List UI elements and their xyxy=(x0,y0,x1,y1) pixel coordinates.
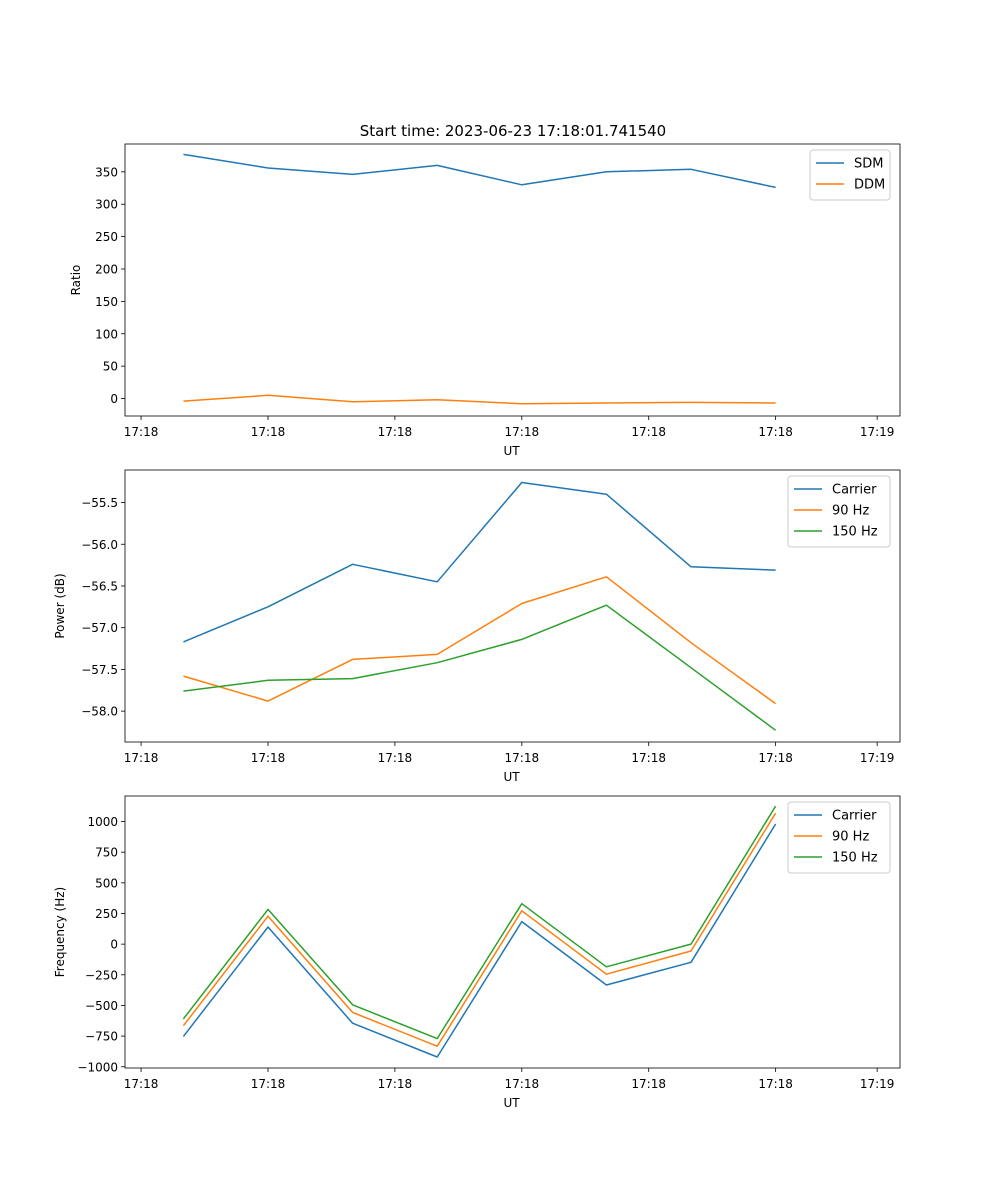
y-tick-label: 150 xyxy=(95,295,118,309)
y-tick-label: −56.5 xyxy=(81,579,118,593)
axes-frame xyxy=(124,143,901,417)
legend: Carrier 90 Hz 150 Hz xyxy=(787,475,891,548)
y-axis-label: Power (dB) xyxy=(53,573,67,638)
x-tick-label: 17:18 xyxy=(631,1077,666,1091)
y-tick-label: 1000 xyxy=(87,815,118,829)
x-tick-label: 17:18 xyxy=(124,425,159,439)
x-tick-label: 17:18 xyxy=(378,425,413,439)
y-tick-label: −56.0 xyxy=(81,538,118,552)
y-tick-label: −750 xyxy=(85,1030,118,1044)
x-tick-label: 17:18 xyxy=(631,751,666,765)
x-tick-label: 17:18 xyxy=(378,751,413,765)
x-tick-label: 17:18 xyxy=(251,425,286,439)
x-tick-label: 17:18 xyxy=(505,1077,540,1091)
x-tick-label: 17:19 xyxy=(860,1077,895,1091)
x-tick-label: 17:18 xyxy=(124,1077,159,1091)
y-tick-label: 250 xyxy=(95,230,118,244)
series-line-150-hz xyxy=(183,604,777,731)
x-tick-label: 17:18 xyxy=(758,1077,793,1091)
y-tick-label: 0 xyxy=(110,392,118,406)
y-tick-label: 500 xyxy=(95,876,118,890)
x-tick-label: 17:18 xyxy=(505,751,540,765)
x-axis-label: UT xyxy=(503,770,520,784)
legend-box xyxy=(787,801,891,874)
chart-panel-2: 17:18 17:18 17:18 17:18 17:18 17:18 17:19 −58.0… xyxy=(53,469,901,784)
chart-panel-3: 17:18 17:18 17:18 17:18 17:18 17:18 17:19 −1000… xyxy=(53,795,901,1110)
x-tick-label: 17:19 xyxy=(860,751,895,765)
x-tick-label: 17:19 xyxy=(860,425,895,439)
legend-label: DDM xyxy=(854,178,885,193)
x-axis-label: UT xyxy=(503,1096,520,1110)
y-tick-label: −57.5 xyxy=(81,663,118,677)
y-tick-label: 300 xyxy=(95,198,118,212)
axes-frame xyxy=(124,469,901,743)
y-tick-label: 50 xyxy=(103,360,118,374)
figure-title: Start time: 2023-06-23 17:18:01.741540 xyxy=(360,122,666,140)
legend-label: 90 Hz xyxy=(832,830,869,845)
legend-box xyxy=(787,475,891,548)
series-line-90-hz xyxy=(183,576,777,705)
y-tick-label: −57.0 xyxy=(81,621,118,635)
y-axis-label: Ratio xyxy=(69,265,83,296)
x-axis-label: UT xyxy=(503,444,520,458)
legend-label: 150 Hz xyxy=(832,525,878,540)
series-line-150-hz xyxy=(182,805,777,1040)
series-line-sdm xyxy=(183,153,776,189)
legend-label: Carrier xyxy=(832,483,877,498)
legend-label: 90 Hz xyxy=(832,504,869,519)
y-tick-label: 250 xyxy=(95,907,118,921)
legend-label: 150 Hz xyxy=(832,851,878,866)
y-tick-label: −55.5 xyxy=(81,496,118,510)
legend-label: SDM xyxy=(854,157,883,172)
legend: Carrier 90 Hz 150 Hz xyxy=(787,801,891,874)
y-tick-label: 100 xyxy=(95,327,118,341)
x-tick-label: 17:18 xyxy=(758,751,793,765)
x-tick-label: 17:18 xyxy=(124,751,159,765)
y-tick-label: 0 xyxy=(110,938,118,952)
x-tick-label: 17:18 xyxy=(631,425,666,439)
series-line-ddm xyxy=(183,394,776,405)
y-tick-label: 750 xyxy=(95,846,118,860)
y-tick-label: 350 xyxy=(95,165,118,179)
axes-frame xyxy=(124,795,901,1069)
chart-panel-1: 17:18 17:18 17:18 17:18 17:18 17:18 17:19 0 50 10… xyxy=(69,143,901,458)
y-tick-label: −58.0 xyxy=(81,705,118,719)
y-tick-label: −500 xyxy=(85,999,118,1013)
x-tick-label: 17:18 xyxy=(505,425,540,439)
series-line-carrier xyxy=(183,481,776,643)
x-tick-label: 17:18 xyxy=(378,1077,413,1091)
legend-label: Carrier xyxy=(832,809,877,824)
legend: SDM DDM xyxy=(809,149,891,201)
y-tick-label: −250 xyxy=(85,968,118,982)
x-tick-label: 17:18 xyxy=(251,751,286,765)
series-line-90-hz xyxy=(182,812,777,1047)
y-tick-label: 200 xyxy=(95,262,118,276)
y-tick-label: −1000 xyxy=(77,1060,118,1074)
series-line-carrier xyxy=(182,823,777,1058)
x-tick-label: 17:18 xyxy=(251,1077,286,1091)
y-axis-label: Frequency (Hz) xyxy=(53,887,67,978)
x-tick-label: 17:18 xyxy=(758,425,793,439)
